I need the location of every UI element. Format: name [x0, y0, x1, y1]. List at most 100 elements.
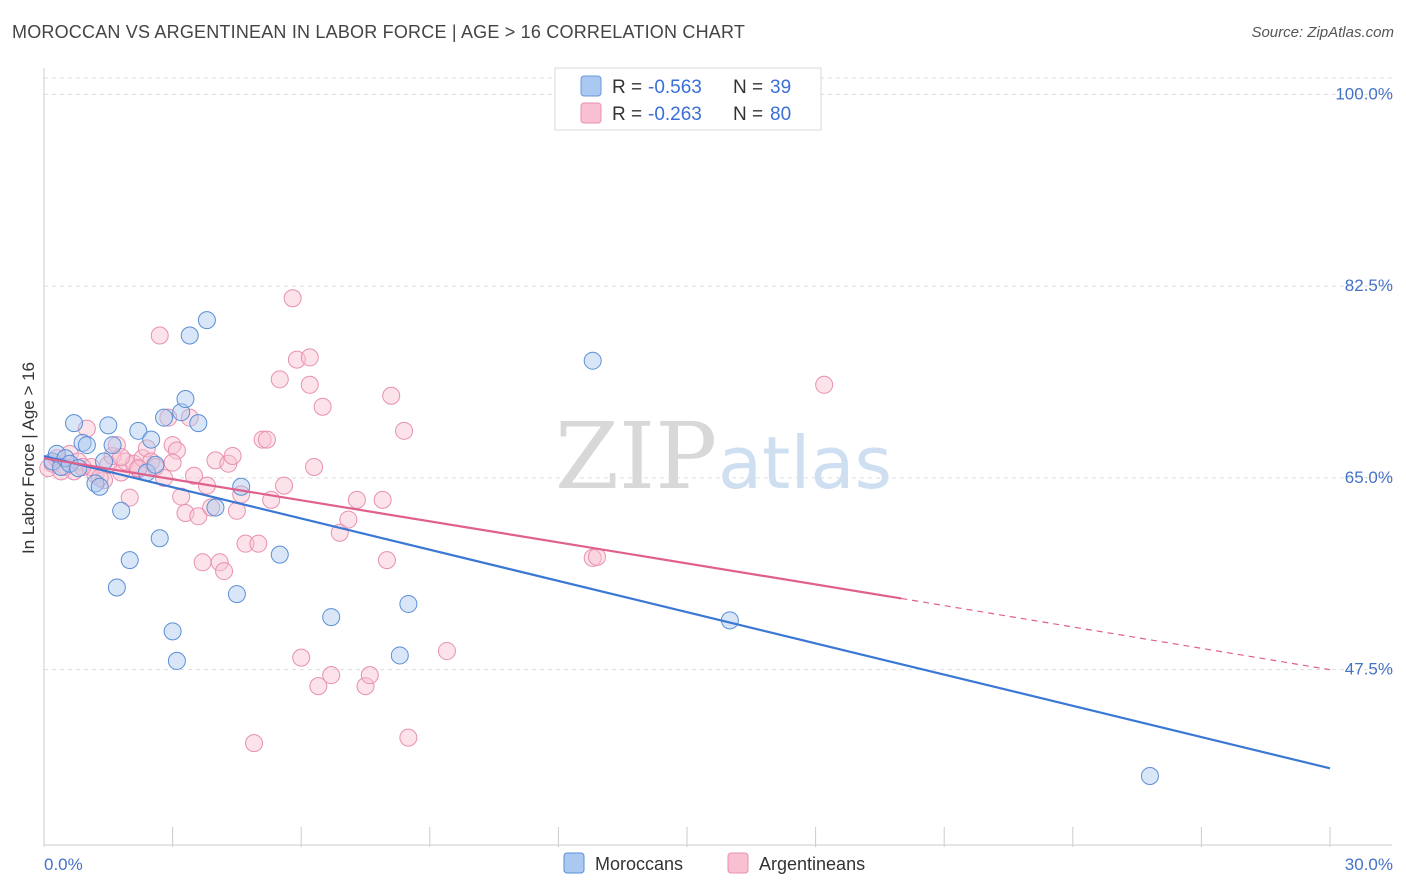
argentineans-point [437, 642, 456, 661]
argentineans-point [245, 734, 264, 753]
argentineans-point [249, 534, 268, 553]
argentineans-point [322, 666, 341, 685]
chart-title: MOROCCAN VS ARGENTINEAN IN LABOR FORCE |… [12, 22, 746, 42]
moroccans-point [270, 545, 289, 564]
moroccans-point [167, 651, 186, 670]
argentineans-point [360, 666, 379, 685]
argentineans-trend-line [43, 457, 902, 600]
argentineans-point [180, 408, 199, 427]
legend-n-label: N = [733, 104, 763, 125]
x-tick-label-max: 30.0% [1345, 855, 1393, 874]
bottom-legend-label: Argentineans [759, 854, 865, 874]
argentineans-point [399, 728, 418, 747]
argentineans-point [253, 430, 272, 449]
y-tick-label: 65.0% [1345, 468, 1393, 487]
legend-swatch [580, 102, 602, 124]
argentineans-point [215, 562, 234, 581]
argentineans-point [373, 490, 392, 509]
argentineans-point [356, 677, 375, 696]
watermark: ZIP atlas [555, 403, 892, 510]
argentineans-point [300, 348, 319, 367]
watermark-atlas: atlas [718, 421, 892, 505]
bottom-legend-swatch [727, 852, 749, 874]
argentineans-point [275, 476, 294, 495]
moroccans-trend-line [43, 454, 1331, 770]
argentineans-point [587, 547, 606, 566]
chart-source: Source: ZipAtlas.com [1251, 24, 1394, 41]
legend-r-value: -0.263 [648, 104, 702, 125]
bottom-legend-swatch [563, 852, 585, 874]
moroccans-point [150, 529, 169, 548]
argentineans-point [236, 534, 255, 553]
argentineans-point [150, 326, 169, 345]
moroccans-point [107, 578, 126, 597]
gridlines [44, 77, 1392, 671]
argentineans-point [223, 447, 242, 466]
moroccans-point [583, 351, 602, 370]
moroccans-point [120, 551, 139, 570]
moroccans-point [90, 477, 109, 496]
moroccans-point [189, 414, 208, 433]
argentineans-point [185, 466, 204, 485]
argentineans-point [347, 490, 366, 509]
moroccans-point [197, 311, 216, 330]
moroccans-point [1140, 766, 1159, 785]
argentineans-point [202, 498, 221, 517]
legend-r-label: R = [612, 77, 642, 98]
y-tick-label: 100.0% [1335, 84, 1393, 103]
moroccans-point [232, 477, 251, 496]
moroccans-point [390, 646, 409, 665]
moroccans-point [322, 608, 341, 627]
moroccans-point [206, 498, 225, 517]
moroccans-point [142, 430, 161, 449]
legend-n-value: 80 [770, 104, 791, 125]
argentineans-point [339, 510, 358, 529]
argentineans-point [313, 397, 332, 416]
moroccans-point [65, 414, 84, 433]
bottom-legend: Moroccans Argentineans [563, 852, 865, 874]
argentineans-point [292, 648, 311, 667]
argentineans-point [189, 507, 208, 526]
bottom-legend-label: Moroccans [595, 854, 683, 874]
moroccans-point [146, 455, 165, 474]
moroccans-point [129, 421, 148, 440]
argentineans-point [305, 457, 324, 476]
moroccans-points [43, 311, 1159, 785]
argentineans-point [120, 488, 139, 507]
moroccans-point [399, 594, 418, 613]
trend-lines [43, 454, 1331, 770]
argentineans-point [193, 553, 212, 572]
argentineans-point [107, 436, 126, 455]
y-axis-title: In Labor Force | Age > 16 [19, 362, 38, 554]
argentineans-points [39, 289, 834, 753]
x-tick-label-min: 0.0% [44, 855, 83, 874]
argentineans-point [309, 677, 328, 696]
y-tick-label: 47.5% [1345, 660, 1393, 679]
legend-r-label: R = [612, 104, 642, 125]
moroccans-point [180, 326, 199, 345]
argentineans-trend-line-extension [901, 597, 1331, 671]
argentineans-point [382, 386, 401, 405]
argentineans-point [167, 441, 186, 460]
argentineans-point [283, 289, 302, 308]
watermark-zip: ZIP [555, 403, 717, 510]
legend-r-value: -0.563 [648, 77, 702, 98]
moroccans-point [227, 585, 246, 604]
argentineans-point [172, 487, 191, 506]
argentineans-point [300, 375, 319, 394]
argentineans-point [270, 370, 289, 389]
legend-n-label: N = [733, 77, 763, 98]
y-tick-label: 82.5% [1345, 276, 1393, 295]
y-tick-labels: 100.0% 82.5% 65.0% 47.5% [1335, 84, 1393, 678]
argentineans-point [210, 553, 229, 572]
legend-swatch [580, 75, 602, 97]
argentineans-point [377, 551, 396, 570]
moroccans-point [99, 416, 118, 435]
argentineans-point [815, 375, 834, 394]
moroccans-point [77, 436, 96, 455]
moroccans-point [112, 501, 131, 520]
moroccans-point [163, 622, 182, 641]
argentineans-point [257, 430, 276, 449]
x-tick-labels: 0.0% 30.0% [44, 855, 1393, 874]
